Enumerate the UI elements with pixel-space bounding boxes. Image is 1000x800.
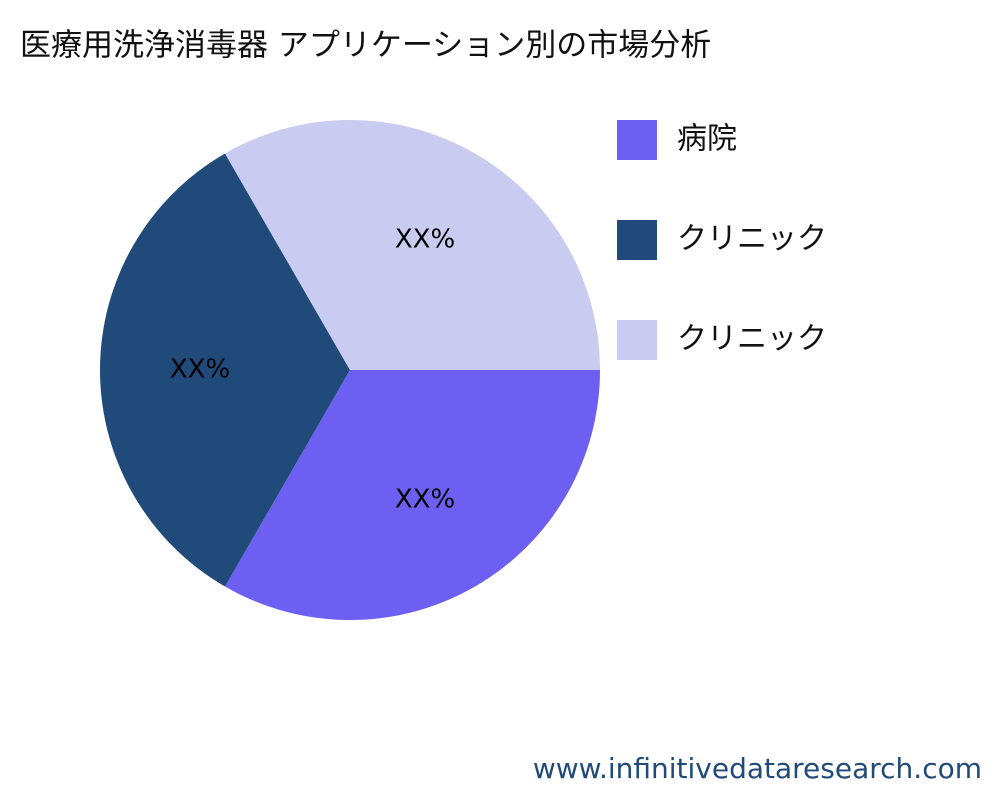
legend-label: 病院	[677, 122, 737, 157]
chart-title: 医療用洗浄消毒器 アプリケーション別の市場分析	[20, 28, 711, 64]
legend-label: クリニック	[677, 222, 827, 257]
pie-slice	[225, 370, 600, 620]
legend-swatch	[617, 320, 657, 360]
legend-swatch	[617, 220, 657, 260]
footer: www.infinitivedataresearch.com	[533, 752, 982, 785]
value-label: XX%	[170, 355, 230, 385]
legend-label: クリニック	[677, 322, 827, 357]
value-label: XX%	[395, 225, 455, 255]
pie-slice	[225, 119, 600, 370]
legend-swatch	[617, 120, 657, 160]
value-label: XX%	[395, 484, 455, 514]
